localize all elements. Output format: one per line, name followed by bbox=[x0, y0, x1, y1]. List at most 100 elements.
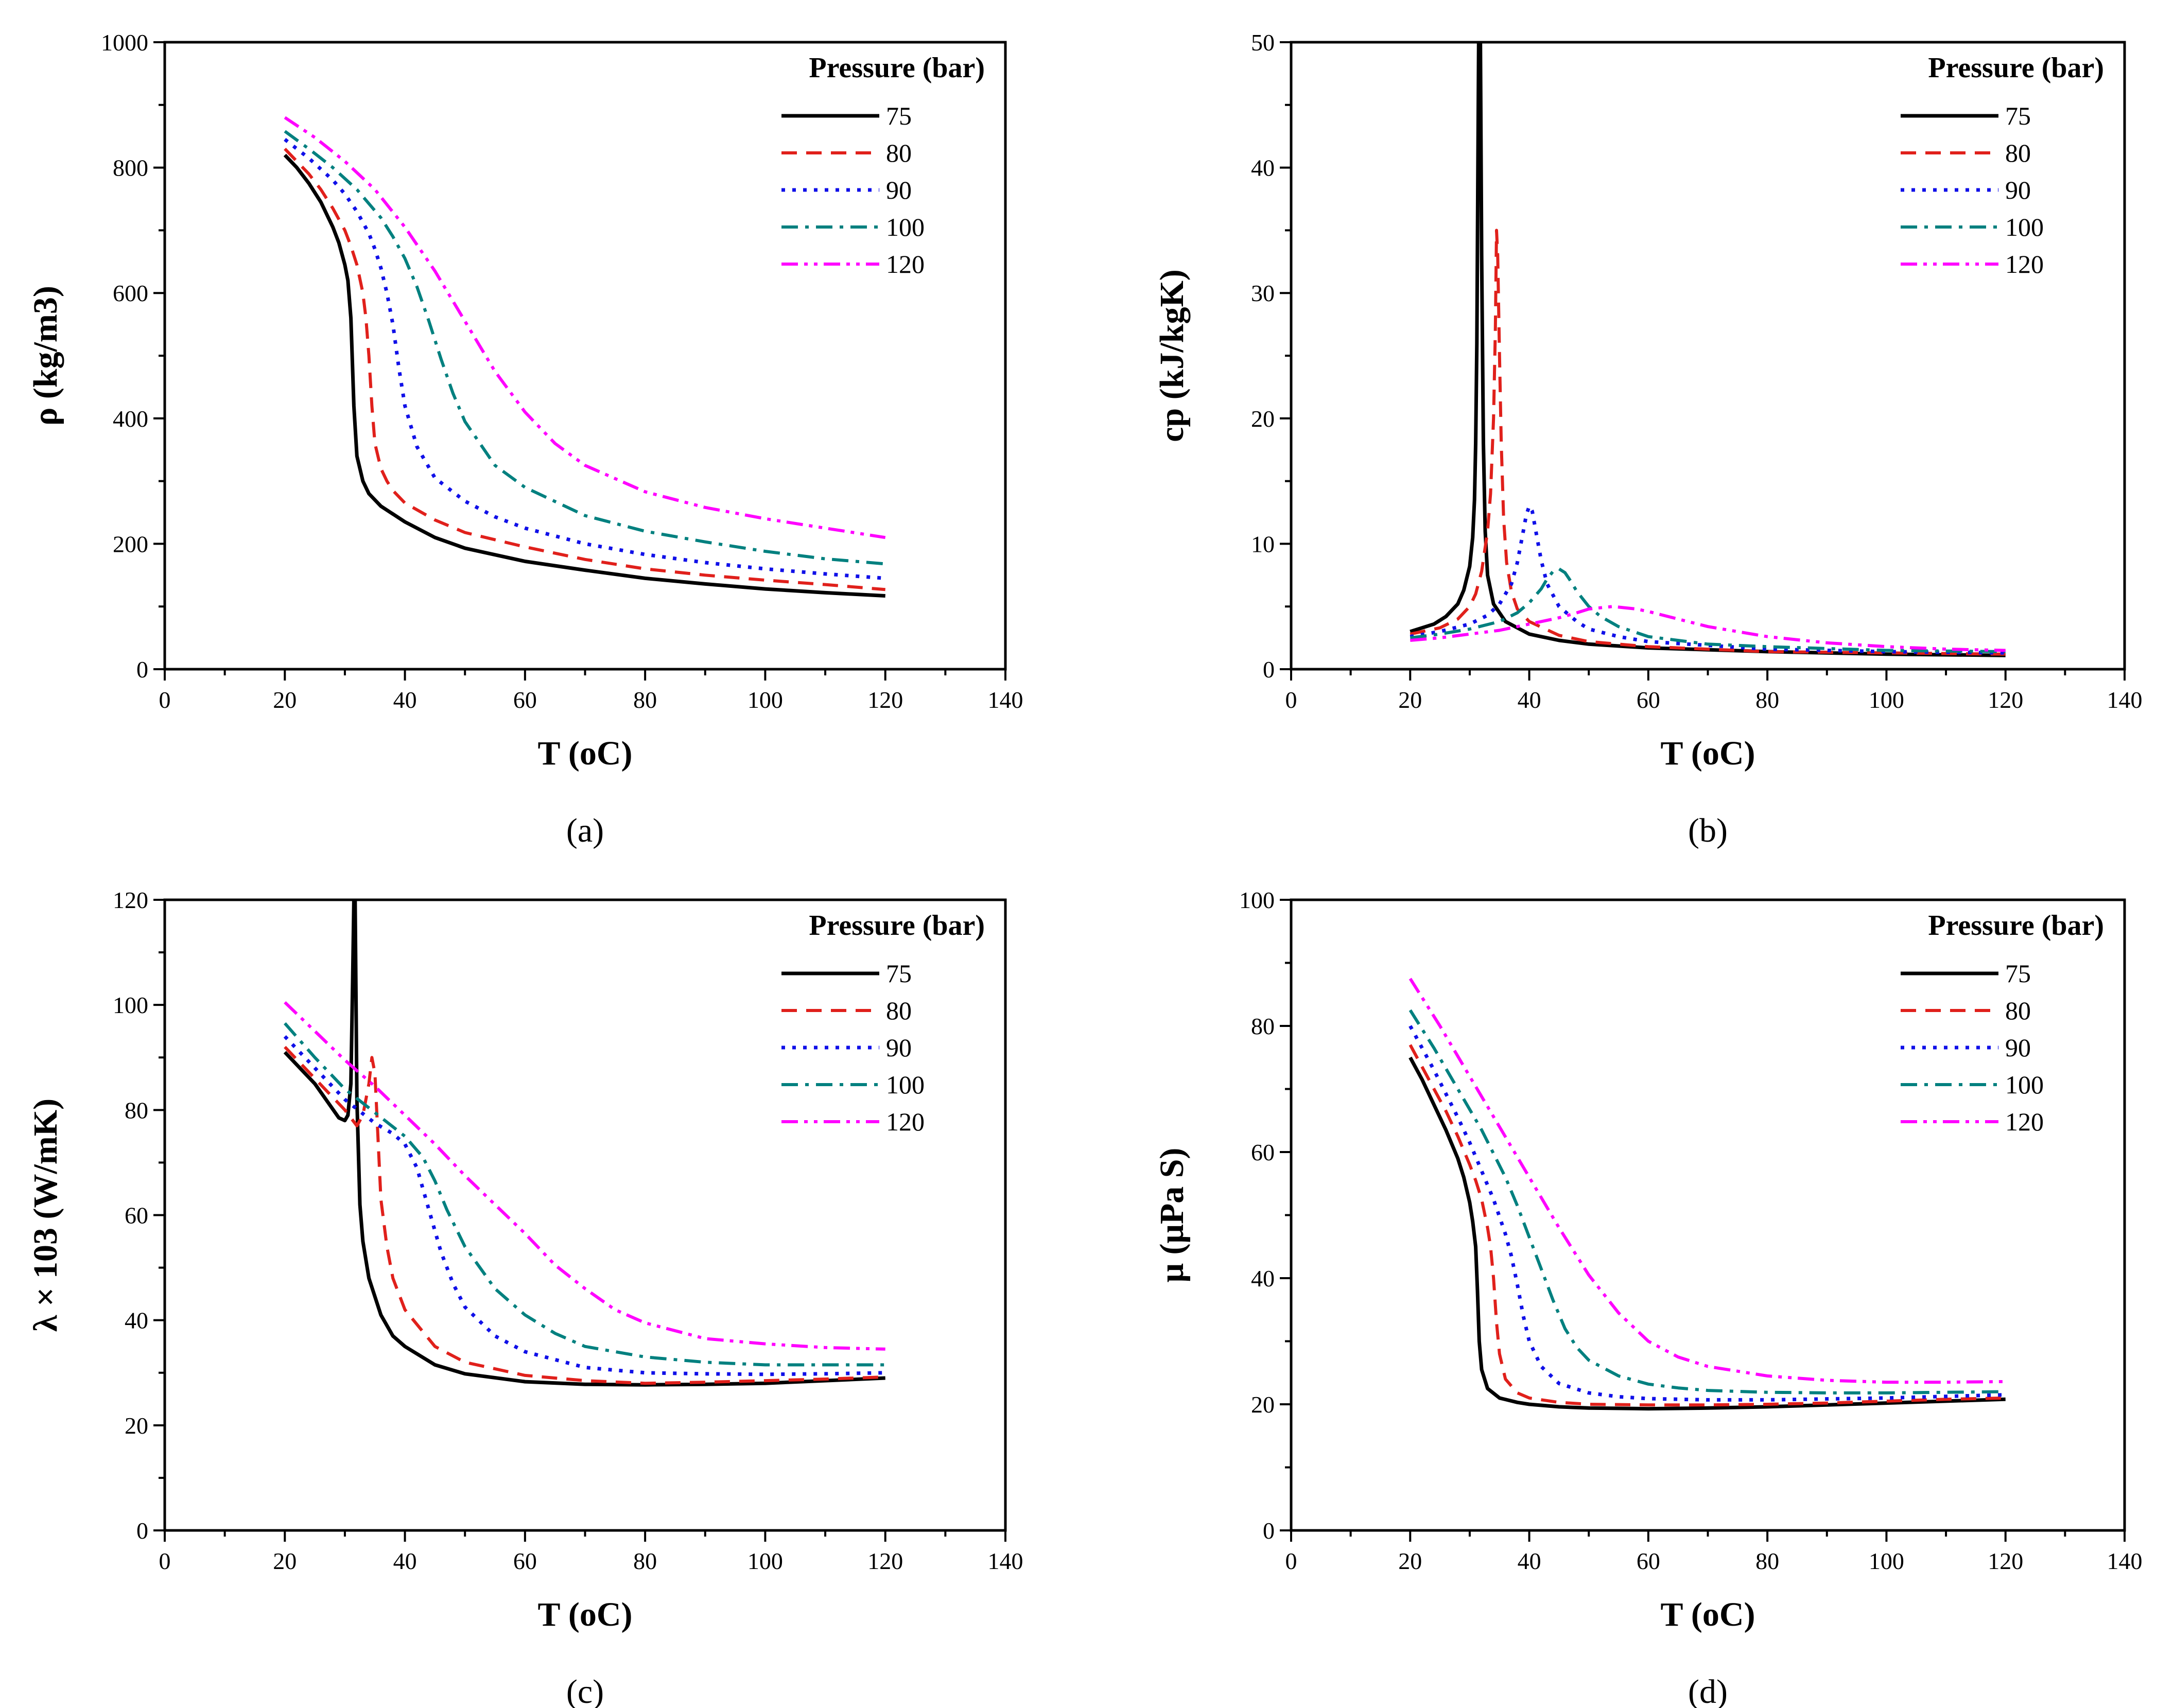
panel-a: 0 20 40 60 80 100 120 140 0 200 400 600 800 1000 T (oC… bbox=[27, 29, 1023, 849]
y-tick-label: 120 bbox=[113, 887, 148, 913]
x-tick-label: 140 bbox=[988, 1548, 1023, 1574]
y-tick-label: 0 bbox=[1263, 1518, 1275, 1544]
series-line-80 bbox=[1408, 1044, 2006, 1407]
legend: Pressure (bar) 75 80 90 100 120 bbox=[1901, 52, 2104, 278]
legend-label-80: 80 bbox=[2005, 138, 2031, 167]
x-axis-title: T (oC) bbox=[538, 1596, 633, 1633]
plot-frame bbox=[163, 898, 1007, 1532]
legend-label-80: 80 bbox=[886, 996, 912, 1025]
y-tick-label: 0 bbox=[1263, 656, 1275, 683]
x-tick-label: 0 bbox=[159, 687, 171, 713]
y-tick-label: 80 bbox=[125, 1097, 148, 1123]
series-group bbox=[283, 900, 885, 1387]
y-tick-label: 10 bbox=[1251, 531, 1275, 557]
y-axis-title: cp (kJ/kgK) bbox=[1153, 269, 1191, 442]
series-group bbox=[283, 116, 886, 598]
panel-d: 0 20 40 60 80 100 120 140 0 20 40 60 80 100 T (oC) μ (μ… bbox=[1153, 887, 2143, 1708]
x-tick-label: 60 bbox=[1637, 687, 1660, 713]
x-tick-label: 140 bbox=[988, 687, 1023, 713]
legend-label-100: 100 bbox=[2005, 1070, 2044, 1099]
y-tick-label: 0 bbox=[136, 656, 148, 683]
x-tick-label: 40 bbox=[1518, 687, 1541, 713]
panel-c: 0 20 40 60 80 100 120 140 0 20 40 60 80 100 120 T (oC) λ… bbox=[27, 887, 1023, 1708]
legend-label-100: 100 bbox=[886, 1070, 925, 1099]
x-tick-label: 100 bbox=[747, 687, 783, 713]
series-line-90 bbox=[1410, 504, 2006, 655]
series-group bbox=[1408, 978, 2006, 1411]
series-line-80 bbox=[284, 1045, 885, 1385]
y-tick-label: 200 bbox=[113, 531, 148, 557]
legend: Pressure (bar) 75 80 90 100 120 bbox=[781, 52, 985, 278]
series-line-120 bbox=[1408, 978, 2006, 1384]
y-tick-label: 40 bbox=[1251, 1265, 1275, 1292]
x-tick-label: 80 bbox=[633, 1548, 657, 1574]
x-tick-label: 60 bbox=[513, 687, 537, 713]
x-tick-label: 20 bbox=[273, 1548, 297, 1574]
y-tick-label: 800 bbox=[113, 155, 148, 181]
y-tick-label: 600 bbox=[113, 280, 148, 306]
panel-caption: (d) bbox=[1688, 1673, 1728, 1708]
x-tick-label: 120 bbox=[1988, 1548, 2023, 1574]
legend: Pressure (bar) 75 80 90 100 120 bbox=[781, 910, 985, 1136]
x-tick-label: 0 bbox=[1285, 687, 1297, 713]
legend-label-80: 80 bbox=[886, 138, 912, 167]
x-tick-label: 80 bbox=[1755, 687, 1779, 713]
y-axis-title: μ (μPa S) bbox=[1153, 1148, 1191, 1283]
y-tick-label: 100 bbox=[1239, 887, 1275, 913]
legend-label-90: 90 bbox=[2005, 1033, 2031, 1062]
series-line-75 bbox=[1408, 1056, 2006, 1411]
x-tick-label: 40 bbox=[1518, 1548, 1541, 1574]
x-tick-label: 100 bbox=[1869, 1548, 1904, 1574]
x-tick-label: 120 bbox=[867, 1548, 903, 1574]
y-tick-label: 40 bbox=[125, 1308, 148, 1334]
legend-label-90: 90 bbox=[886, 1033, 912, 1062]
panel-b: 0 20 40 60 80 100 120 140 0 10 20 30 40 50 T (oC) cp (k… bbox=[1153, 29, 2143, 849]
series-line-80 bbox=[284, 148, 885, 591]
y-tick-label: 100 bbox=[113, 992, 148, 1018]
x-tick-label: 40 bbox=[393, 1548, 417, 1574]
x-tick-label: 20 bbox=[273, 687, 297, 713]
plot-frame bbox=[1290, 898, 2126, 1532]
series-line-75 bbox=[283, 153, 885, 598]
y-tick-label: 50 bbox=[1251, 29, 1275, 56]
y-tick-label: 20 bbox=[125, 1413, 148, 1439]
y-axis-title: λ × 103 (W/mK) bbox=[27, 1099, 64, 1332]
series-line-100 bbox=[1408, 1009, 2006, 1395]
series-line-120 bbox=[1410, 605, 2006, 652]
y-axis-title: ρ (kg/m3) bbox=[27, 286, 64, 426]
x-tick-label: 0 bbox=[159, 1548, 171, 1574]
y-tick-label: 20 bbox=[1251, 406, 1275, 432]
series-line-90 bbox=[284, 138, 885, 580]
x-tick-label: 80 bbox=[633, 687, 657, 713]
y-tick-label: 30 bbox=[1251, 280, 1275, 306]
plot-frame bbox=[1290, 41, 2126, 671]
legend-title: Pressure (bar) bbox=[809, 52, 985, 84]
series-line-80 bbox=[1410, 229, 2006, 656]
legend-label-90: 90 bbox=[886, 176, 912, 204]
series-group bbox=[1410, 42, 2006, 657]
y-tick-label: 400 bbox=[113, 406, 148, 432]
series-line-100 bbox=[284, 130, 885, 566]
legend-title: Pressure (bar) bbox=[1928, 910, 2104, 942]
x-axis-title: T (oC) bbox=[538, 735, 633, 772]
x-tick-label: 120 bbox=[867, 687, 903, 713]
x-axis-title: T (oC) bbox=[1661, 1596, 1755, 1633]
x-tick-label: 100 bbox=[747, 1548, 783, 1574]
panel-caption: (a) bbox=[566, 812, 604, 849]
legend-label-100: 100 bbox=[886, 213, 925, 241]
legend: Pressure (bar) 75 80 90 100 120 bbox=[1901, 910, 2104, 1136]
legend-label-75: 75 bbox=[2005, 101, 2031, 130]
x-tick-label: 20 bbox=[1398, 1548, 1422, 1574]
legend-label-75: 75 bbox=[2005, 959, 2031, 988]
x-tick-label: 20 bbox=[1398, 687, 1422, 713]
series-line-120 bbox=[284, 116, 886, 539]
legend-title: Pressure (bar) bbox=[809, 910, 985, 942]
x-tick-label: 60 bbox=[1637, 1548, 1660, 1574]
series-line-120 bbox=[284, 1001, 885, 1351]
y-tick-label: 60 bbox=[125, 1202, 148, 1229]
series-line-100 bbox=[284, 1022, 885, 1367]
series-line-75 bbox=[1410, 42, 2006, 657]
x-axis-title: T (oC) bbox=[1661, 735, 1755, 772]
legend-label-120: 120 bbox=[886, 1107, 925, 1136]
